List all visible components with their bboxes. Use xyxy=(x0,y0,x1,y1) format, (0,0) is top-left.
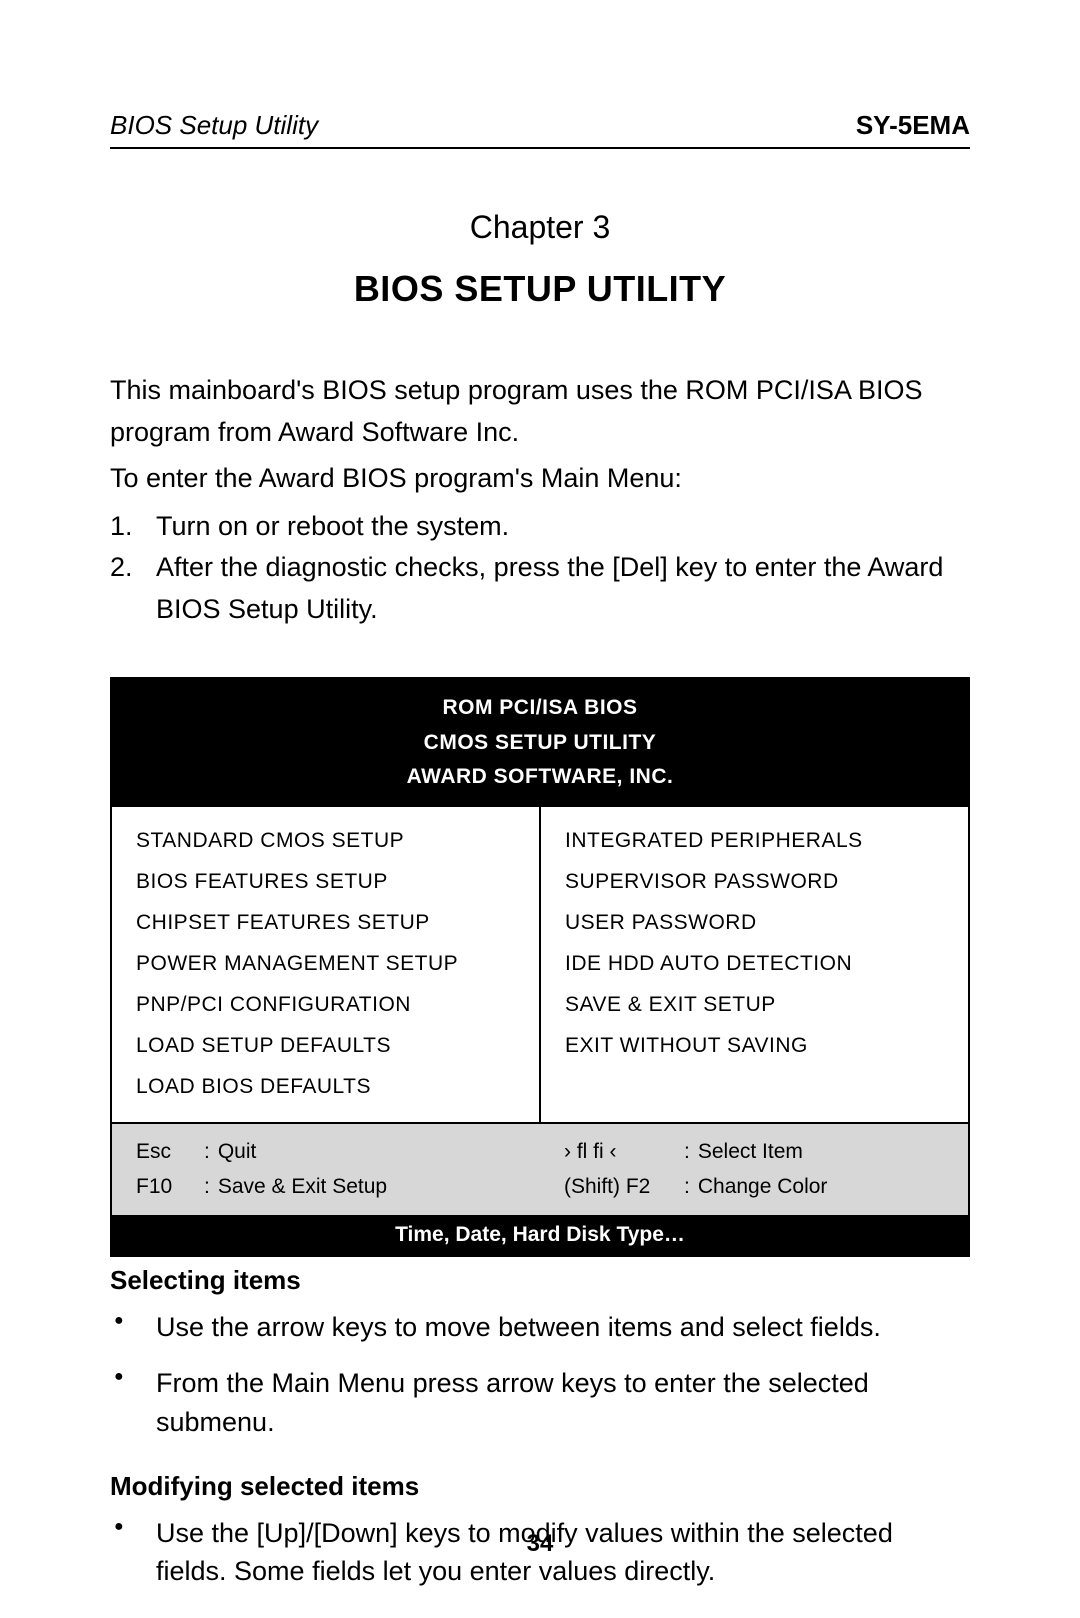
bios-screen: ROM PCI/ISA BIOS CMOS SETUP UTILITY AWAR… xyxy=(110,677,970,1257)
key-sep: : xyxy=(204,1134,210,1170)
chapter-title: BIOS SETUP UTILITY xyxy=(110,268,970,310)
bios-key-row: (Shift) F2 : Change Color xyxy=(564,1169,950,1205)
key-sep: : xyxy=(684,1134,690,1170)
bios-header-line-1: ROM PCI/ISA BIOS xyxy=(112,691,968,726)
bios-item: PNP/PCI CONFIGURATION xyxy=(136,985,521,1026)
key-action: Quit xyxy=(218,1134,257,1170)
bios-item: LOAD BIOS DEFAULTS xyxy=(136,1067,521,1108)
key-label: (Shift) F2 xyxy=(564,1169,684,1205)
bios-footer: Time, Date, Hard Disk Type… xyxy=(112,1215,968,1255)
bios-menu-left: STANDARD CMOS SETUP BIOS FEATURES SETUP … xyxy=(112,807,541,1122)
header-right: SY-5EMA xyxy=(856,110,970,141)
page-number: 34 xyxy=(0,1530,1080,1558)
intro-p2: To enter the Award BIOS program's Main M… xyxy=(110,458,970,500)
bios-keys: Esc : Quit F10 : Save & Exit Setup › fl … xyxy=(112,1122,968,1215)
bios-menu-right: INTEGRATED PERIPHERALS SUPERVISOR PASSWO… xyxy=(541,807,968,1122)
selecting-bullet: Use the arrow keys to move between items… xyxy=(110,1308,970,1346)
key-action: Change Color xyxy=(698,1169,828,1205)
bios-item: BIOS FEATURES SETUP xyxy=(136,862,521,903)
selecting-bullet: From the Main Menu press arrow keys to e… xyxy=(110,1364,970,1441)
bios-item: SAVE & EXIT SETUP xyxy=(565,985,950,1026)
bios-item: STANDARD CMOS SETUP xyxy=(136,821,521,862)
bios-header-line-2: CMOS SETUP UTILITY xyxy=(112,726,968,761)
bios-menu: STANDARD CMOS SETUP BIOS FEATURES SETUP … xyxy=(112,807,968,1122)
bios-item: POWER MANAGEMENT SETUP xyxy=(136,944,521,985)
intro-steps: Turn on or reboot the system. After the … xyxy=(110,506,970,632)
bios-item: CHIPSET FEATURES SETUP xyxy=(136,903,521,944)
bios-key-row: F10 : Save & Exit Setup xyxy=(136,1169,522,1205)
key-label: › fl fi ‹ xyxy=(564,1134,684,1170)
bios-item: IDE HDD AUTO DETECTION xyxy=(565,944,950,985)
bios-item: USER PASSWORD xyxy=(565,903,950,944)
intro-step-2: After the diagnostic checks, press the [… xyxy=(110,547,970,631)
key-label: Esc xyxy=(136,1134,204,1170)
selecting-title: Selecting items xyxy=(110,1265,970,1296)
header-left: BIOS Setup Utility xyxy=(110,110,318,141)
key-action: Select Item xyxy=(698,1134,803,1170)
bios-header-line-3: AWARD SOFTWARE, INC. xyxy=(112,760,968,795)
intro-step-1: Turn on or reboot the system. xyxy=(110,506,970,548)
page-header: BIOS Setup Utility SY-5EMA xyxy=(110,110,970,149)
bios-key-row: › fl fi ‹ : Select Item xyxy=(564,1134,950,1170)
chapter-line: Chapter 3 xyxy=(110,209,970,246)
key-sep: : xyxy=(684,1169,690,1205)
key-label: F10 xyxy=(136,1169,204,1205)
bios-keys-left: Esc : Quit F10 : Save & Exit Setup xyxy=(112,1124,540,1215)
bios-item: EXIT WITHOUT SAVING xyxy=(565,1026,950,1067)
bios-item: LOAD SETUP DEFAULTS xyxy=(136,1026,521,1067)
selecting-list: Use the arrow keys to move between items… xyxy=(110,1308,970,1441)
intro-p1: This mainboard's BIOS setup program uses… xyxy=(110,370,970,454)
bios-item: SUPERVISOR PASSWORD xyxy=(565,862,950,903)
bios-item: INTEGRATED PERIPHERALS xyxy=(565,821,950,862)
bios-header: ROM PCI/ISA BIOS CMOS SETUP UTILITY AWAR… xyxy=(112,679,968,807)
key-action: Save & Exit Setup xyxy=(218,1169,387,1205)
key-sep: : xyxy=(204,1169,210,1205)
modifying-title: Modifying selected items xyxy=(110,1471,970,1502)
bios-keys-right: › fl fi ‹ : Select Item (Shift) F2 : Cha… xyxy=(540,1124,968,1215)
bios-key-row: Esc : Quit xyxy=(136,1134,522,1170)
